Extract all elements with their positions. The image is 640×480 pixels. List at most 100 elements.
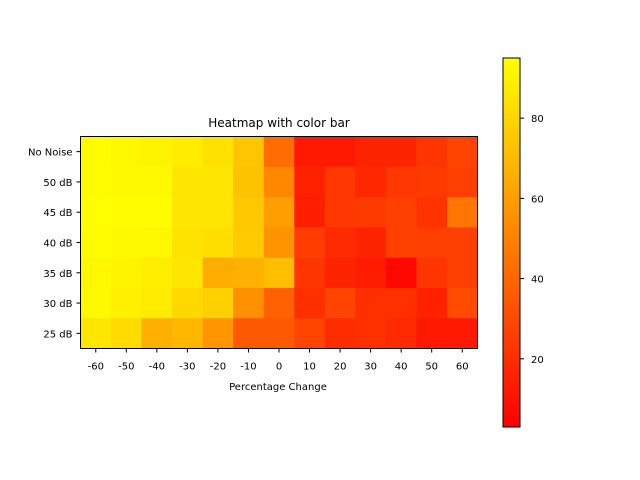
x-axis-ticks: -60 -50 -40 -30 -20 -10 0 10 20 30 40 50 60 bbox=[88, 348, 469, 373]
heatmap-cell bbox=[385, 197, 417, 228]
heatmap-cell bbox=[141, 166, 173, 198]
y-tick-label: 50 dB bbox=[43, 178, 72, 189]
heatmap-cell bbox=[233, 257, 265, 289]
heatmap-cell bbox=[111, 318, 143, 349]
heatmap-cell bbox=[172, 318, 204, 349]
x-tick-label: -10 bbox=[240, 362, 256, 373]
heatmap-cell bbox=[111, 136, 143, 168]
heatmap-cell bbox=[263, 287, 295, 319]
heatmap-cell bbox=[202, 136, 234, 168]
heatmap-cell bbox=[80, 166, 112, 198]
y-tick-label: 45 dB bbox=[43, 208, 72, 219]
x-tick-label: 30 bbox=[364, 362, 377, 373]
colorbar-tick-label: 20 bbox=[531, 355, 544, 366]
colorbar bbox=[502, 57, 521, 428]
heatmap-cell bbox=[446, 166, 478, 198]
heatmap-cell bbox=[80, 287, 112, 319]
heatmap-cell bbox=[111, 166, 143, 198]
y-tick-label: 35 dB bbox=[43, 269, 72, 280]
heatmap-cell bbox=[294, 257, 326, 289]
heatmap-cell bbox=[355, 227, 387, 259]
x-tick-label: -30 bbox=[179, 362, 195, 373]
heatmap-cell bbox=[385, 257, 417, 289]
heatmap-cell bbox=[294, 136, 326, 168]
y-tick-label: 30 dB bbox=[43, 299, 72, 310]
heatmap-cell bbox=[233, 136, 265, 168]
heatmap-cell bbox=[233, 166, 265, 198]
heatmap-cell bbox=[324, 166, 356, 198]
heatmap-cell bbox=[385, 318, 417, 349]
y-tick-label: 25 dB bbox=[43, 329, 72, 340]
x-tick-label: -40 bbox=[149, 362, 165, 373]
heatmap-cell bbox=[141, 287, 173, 319]
heatmap-cell bbox=[263, 257, 295, 289]
heatmap-cell bbox=[141, 257, 173, 289]
heatmap-cell bbox=[416, 318, 448, 349]
heatmap-cell bbox=[355, 318, 387, 349]
heatmap-cell bbox=[385, 136, 417, 168]
x-axis-label: Percentage Change bbox=[229, 382, 327, 393]
heatmap-cell bbox=[294, 197, 326, 228]
heatmap-cell bbox=[80, 257, 112, 289]
heatmap-cell bbox=[202, 257, 234, 289]
x-tick-label: 50 bbox=[425, 362, 438, 373]
heatmap-cell bbox=[111, 227, 143, 259]
heatmap-cell bbox=[202, 227, 234, 259]
heatmap-cell bbox=[294, 287, 326, 319]
heatmap-cell bbox=[172, 197, 204, 228]
heatmap-cell bbox=[416, 257, 448, 289]
heatmap-cell bbox=[263, 197, 295, 228]
heatmap-cell bbox=[172, 166, 204, 198]
heatmap-cell bbox=[233, 318, 265, 349]
heatmap-cell bbox=[416, 287, 448, 319]
heatmap-cell bbox=[80, 197, 112, 228]
heatmap-cell bbox=[355, 136, 387, 168]
x-tick-label: 10 bbox=[303, 362, 316, 373]
heatmap-cell bbox=[324, 227, 356, 259]
heatmap-cell bbox=[294, 166, 326, 198]
heatmap-cell bbox=[80, 227, 112, 259]
heatmap-cell bbox=[416, 136, 448, 168]
heatmap-cell bbox=[385, 166, 417, 198]
heatmap-cell bbox=[324, 318, 356, 349]
y-axis-ticks: No Noise 50 dB 45 dB 40 dB 35 dB 30 dB 25 dB bbox=[28, 148, 81, 340]
x-tick-label: -50 bbox=[118, 362, 134, 373]
heatmap-cell bbox=[172, 287, 204, 319]
y-tick-label: 40 dB bbox=[43, 239, 72, 250]
chart-title: Heatmap with color bar bbox=[208, 116, 350, 130]
heatmap-cell bbox=[80, 318, 112, 349]
heatmap-cell bbox=[202, 318, 234, 349]
x-tick-label: 20 bbox=[334, 362, 347, 373]
heatmap-cell bbox=[80, 136, 112, 168]
heatmap-cells bbox=[80, 136, 478, 349]
heatmap-cell bbox=[355, 197, 387, 228]
heatmap-cell bbox=[141, 197, 173, 228]
heatmap-cell bbox=[324, 287, 356, 319]
heatmap-cell bbox=[385, 287, 417, 319]
heatmap-cell bbox=[111, 197, 143, 228]
colorbar-tick-label: 60 bbox=[531, 194, 544, 205]
heatmap-cell bbox=[324, 197, 356, 228]
colorbar-tick-label: 80 bbox=[531, 114, 544, 125]
heatmap-cell bbox=[263, 227, 295, 259]
heatmap-cell bbox=[141, 318, 173, 349]
heatmap-cell bbox=[263, 318, 295, 349]
heatmap-cell bbox=[355, 257, 387, 289]
heatmap-cell bbox=[202, 197, 234, 228]
heatmap-cell bbox=[202, 166, 234, 198]
heatmap-cell bbox=[263, 166, 295, 198]
heatmap-cell bbox=[446, 257, 478, 289]
x-tick-label: -20 bbox=[210, 362, 226, 373]
heatmap-cell bbox=[355, 287, 387, 319]
heatmap-cell bbox=[111, 287, 143, 319]
heatmap-cell bbox=[202, 287, 234, 319]
heatmap-cell bbox=[141, 227, 173, 259]
heatmap-cell bbox=[446, 318, 478, 349]
heatmap-cell bbox=[172, 257, 204, 289]
heatmap-cell bbox=[172, 136, 204, 168]
y-tick-label: No Noise bbox=[28, 148, 73, 159]
x-tick-label: 40 bbox=[395, 362, 408, 373]
heatmap-cell bbox=[141, 136, 173, 168]
heatmap-cell bbox=[294, 318, 326, 349]
